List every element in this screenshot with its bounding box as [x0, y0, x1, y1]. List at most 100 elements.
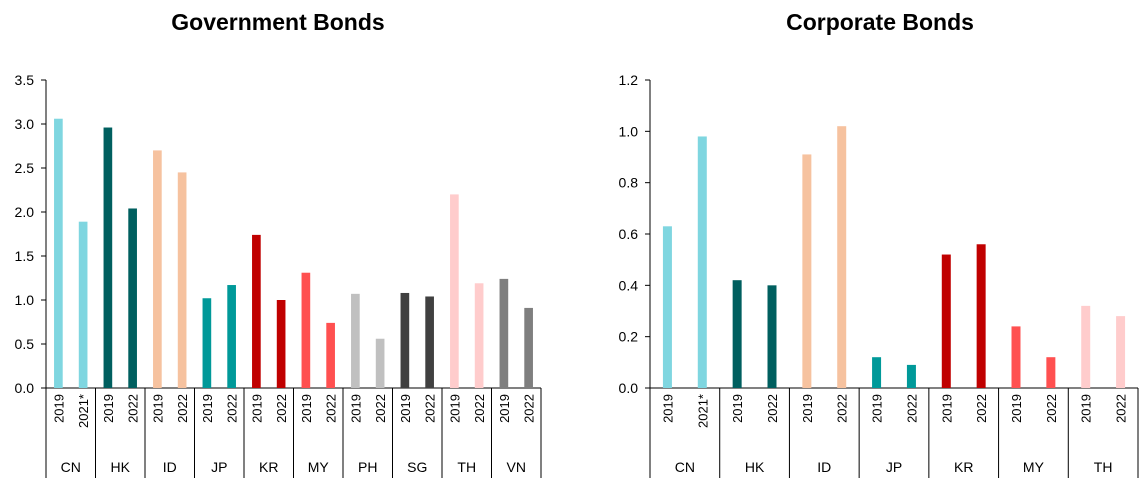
group-label-cn: CN [675, 459, 695, 475]
bar-jp-2022 [227, 285, 236, 388]
x-tick-label: 2019 [939, 394, 954, 423]
bar-hk-2022 [128, 208, 137, 388]
group-label-ph: PH [358, 459, 377, 475]
y-tick-label: 1.0 [619, 123, 639, 139]
bar-th-2022 [1116, 316, 1126, 388]
bar-id-2022 [837, 126, 847, 388]
group-label-th: TH [457, 459, 476, 475]
group-label-sg: SG [407, 459, 427, 475]
bar-vn-2019 [499, 278, 509, 388]
bar-sg-2019 [400, 292, 410, 388]
bar-id-2019 [153, 150, 162, 388]
bar-sg-2022 [425, 296, 434, 388]
y-tick-label: 1.0 [15, 292, 35, 308]
x-tick-label: 2022 [974, 394, 989, 423]
group-label-jp: JP [211, 459, 227, 475]
x-tick-label: 2019 [101, 394, 116, 423]
bar-kr-2022 [976, 244, 986, 388]
x-tick-label: 2022 [472, 394, 487, 423]
bar-jp-2019 [202, 298, 212, 388]
bar-my-2022 [1046, 357, 1056, 388]
group-label-my: MY [308, 459, 330, 475]
group-label-th: TH [1094, 459, 1113, 475]
bar-cn-2019 [54, 118, 63, 388]
x-tick-label: 2022 [274, 394, 289, 423]
x-tick-label: 2019 [249, 394, 264, 423]
y-tick-label: 0.2 [619, 329, 639, 345]
y-tick-label: 0.5 [15, 336, 35, 352]
bar-my-2022 [326, 322, 335, 388]
government-bonds-chart: Government Bonds 0.0 0.5 1.0 1.5 2.0 2.5 3.0 3.… [15, 9, 542, 478]
x-tick-label: 2019 [497, 394, 512, 423]
x-tick-label: 2021* [76, 394, 91, 428]
group-label-hk: HK [111, 459, 131, 475]
bar-ph-2022 [375, 338, 385, 388]
bar-jp-2019 [872, 357, 882, 388]
x-tick-label: 2019 [660, 394, 675, 423]
bar-kr-2019 [252, 234, 261, 388]
x-tick-label: 2022 [835, 394, 850, 423]
x-tick-label: 2022 [904, 394, 919, 423]
x-tick-label: 2019 [1009, 394, 1024, 423]
group-label-kr: KR [954, 459, 973, 475]
x-tick-label: 2022 [175, 394, 190, 423]
bar-ph-2019 [351, 293, 360, 388]
x-tick-label: 2019 [150, 394, 165, 423]
y-tick-label: 0.6 [619, 226, 639, 242]
y-tick-label: 3.5 [15, 72, 35, 88]
x-tick-label: 2019 [870, 394, 885, 423]
chart-title: Corporate Bonds [786, 9, 974, 35]
x-tick-label: 2019 [348, 394, 363, 423]
bar-jp-2022 [906, 364, 916, 388]
bar-id-2019 [802, 154, 812, 388]
y-tick-label: 1.5 [15, 248, 35, 264]
group-label-id: ID [817, 459, 831, 475]
x-tick-label: 2022 [522, 394, 537, 423]
group-label-vn: VN [507, 459, 526, 475]
y-tick-label: 1.2 [619, 72, 639, 88]
bar-my-2019 [301, 272, 311, 388]
y-tick-label: 0.8 [619, 175, 639, 191]
x-tick-label: 2019 [51, 394, 66, 423]
y-tick-label: 2.0 [15, 204, 35, 220]
x-tick-label: 2022 [324, 394, 339, 423]
group-label-my: MY [1023, 459, 1045, 475]
group-label-id: ID [163, 459, 177, 475]
x-tick-label: 2022 [1044, 394, 1059, 423]
group-label-jp: JP [886, 459, 902, 475]
x-tick-label: 2019 [800, 394, 815, 423]
bar-my-2019 [1011, 326, 1021, 388]
bar-vn-2022 [524, 307, 533, 388]
x-tick-label: 2019 [730, 394, 745, 423]
bar-th-2022 [474, 283, 484, 388]
x-tick-label: 2022 [765, 394, 780, 423]
x-tick-label: 2019 [299, 394, 314, 423]
chart-title: Government Bonds [171, 9, 384, 35]
bar-hk-2019 [103, 127, 113, 389]
bar-kr-2022 [276, 300, 286, 388]
group-label-kr: KR [259, 459, 278, 475]
x-tick-label: 2022 [225, 394, 240, 423]
group-label-cn: CN [61, 459, 81, 475]
x-tick-label: 2022 [126, 394, 141, 423]
y-tick-label: 0.0 [619, 380, 639, 396]
x-tick-label: 2021* [695, 394, 710, 428]
x-tick-label: 2019 [447, 394, 462, 423]
bar-kr-2019 [941, 254, 951, 388]
x-tick-label: 2019 [398, 394, 413, 423]
y-tick-label: 0.0 [15, 380, 35, 396]
bar-th-2019 [1081, 305, 1091, 388]
bar-hk-2019 [732, 280, 742, 388]
bar-id-2022 [177, 172, 187, 388]
x-tick-label: 2022 [1114, 394, 1129, 423]
bar-th-2019 [450, 194, 459, 388]
x-tick-label: 2019 [1079, 394, 1094, 423]
bar-cn-2019 [662, 226, 672, 388]
corporate-bonds-chart: Corporate Bonds 0.0 0.2 0.4 0.6 0.8 1.0 1.2 201… [619, 9, 1139, 478]
y-tick-label: 3.0 [15, 116, 35, 132]
group-label-hk: HK [745, 459, 765, 475]
x-tick-label: 2022 [373, 394, 388, 423]
bar-hk-2022 [767, 285, 777, 388]
x-tick-label: 2019 [200, 394, 215, 423]
